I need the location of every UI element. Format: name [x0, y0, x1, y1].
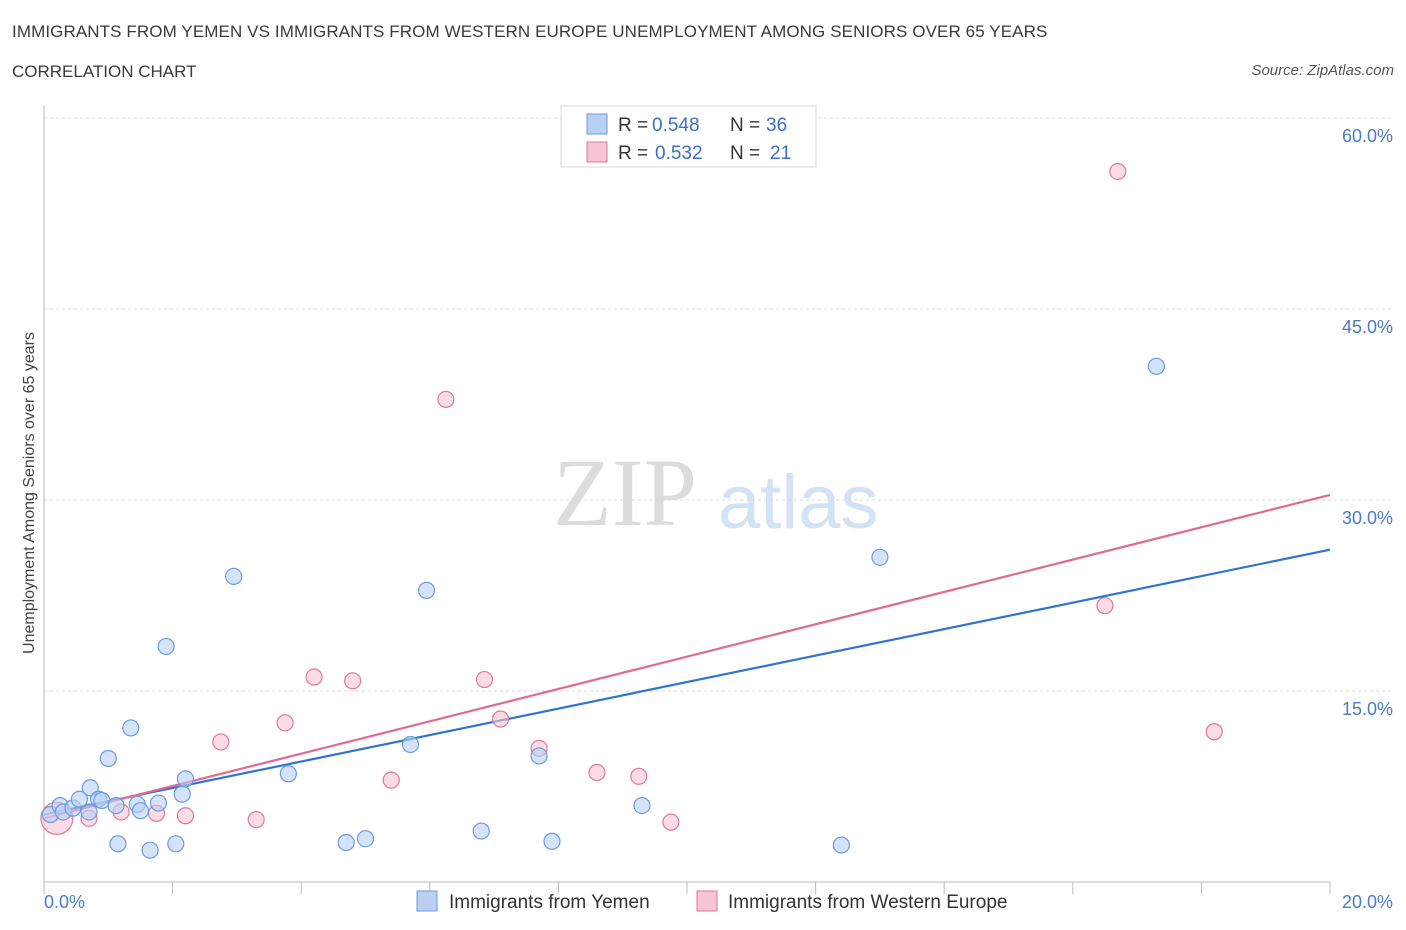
point-western-europe [247, 811, 265, 829]
point-yemen [99, 749, 117, 768]
point-yemen [107, 796, 125, 815]
point-western-europe [437, 390, 455, 409]
legend-r-label-western-europe: R = [618, 143, 648, 164]
point-yemen [356, 830, 375, 848]
series-legend: Immigrants from Yemen Immigrants from We… [416, 890, 1007, 913]
point-yemen [401, 735, 420, 754]
point-western-europe [630, 767, 648, 785]
point-western-europe [475, 670, 494, 689]
point-western-europe [305, 668, 323, 686]
watermark-atlas: atlas [718, 460, 879, 545]
point-western-europe [1205, 723, 1223, 741]
point-yemen [633, 796, 651, 815]
point-yemen [157, 637, 175, 656]
chart-subtitle: CORRELATION CHART [12, 62, 197, 81]
point-yemen [871, 548, 889, 566]
trend-line-western-europe [43, 493, 1331, 820]
point-yemen [70, 790, 88, 808]
point-western-europe [588, 763, 606, 782]
point-yemen [141, 841, 159, 859]
y-tick-label: 30.0% [1342, 508, 1393, 528]
y-tick-label: 60.0% [1342, 126, 1393, 146]
point-western-europe [176, 807, 195, 825]
bottom-legend-label-yemen: Immigrants from Yemen [449, 892, 650, 913]
correlation-legend: R = 0.548 N = 36 R = 0.532 N = 21 [560, 105, 817, 168]
legend-r-label-yemen: R = [618, 115, 648, 136]
point-yemen [1147, 357, 1165, 375]
legend-r-value-yemen: 0.548 [652, 115, 700, 136]
point-western-europe [1109, 162, 1127, 181]
point-yemen [173, 785, 191, 803]
point-western-europe [382, 771, 400, 789]
legend-swatch-yemen [586, 113, 608, 135]
point-western-europe [491, 710, 510, 728]
x-tick-label-max: 20.0% [1342, 892, 1393, 912]
chart-title: IMMIGRANTS FROM YEMEN VS IMMIGRANTS FROM… [12, 22, 1048, 41]
bottom-legend-swatch-yemen [416, 890, 438, 912]
bottom-legend-swatch-western-europe [696, 890, 718, 912]
point-western-europe [1096, 597, 1114, 615]
point-yemen [530, 747, 548, 765]
point-yemen [167, 835, 185, 853]
bottom-legend-label-western-europe: Immigrants from Western Europe [728, 892, 1007, 913]
point-western-europe [662, 813, 680, 831]
point-yemen [472, 822, 490, 840]
trend-line-yemen [43, 548, 1331, 816]
point-yemen [543, 832, 561, 850]
point-yemen [176, 770, 195, 788]
point-yemen [225, 567, 243, 586]
point-yemen [109, 835, 127, 853]
x-ticks [43, 882, 1331, 894]
y-tick-label: 45.0% [1342, 317, 1393, 337]
point-yemen [337, 833, 355, 852]
legend-n-value-yemen: 36 [766, 115, 787, 136]
point-yemen [417, 581, 436, 600]
point-yemen [122, 719, 140, 737]
point-yemen [832, 836, 850, 854]
y-tick-labels: 15.0% 30.0% 45.0% 60.0% [1342, 126, 1393, 719]
y-tick-label: 15.0% [1342, 699, 1393, 719]
point-yemen [149, 794, 168, 812]
legend-n-label-yemen: N = [730, 115, 760, 136]
point-yemen [279, 765, 297, 783]
point-western-europe [344, 672, 362, 690]
data-points [40, 162, 1223, 859]
point-yemen [81, 779, 99, 797]
chart-source: Source: ZipAtlas.com [1251, 62, 1394, 79]
x-tick-label-min: 0.0% [44, 892, 85, 912]
point-western-europe [276, 714, 294, 732]
legend-n-value-western-europe: 21 [770, 143, 791, 164]
point-yemen [80, 803, 98, 821]
y-axis-label: Unemployment Among Seniors over 65 years [21, 332, 38, 654]
legend-r-value-western-europe: 0.532 [655, 143, 703, 164]
point-yemen [131, 802, 150, 820]
trend-lines [43, 493, 1331, 820]
gridlines [44, 117, 1393, 692]
point-western-europe [212, 733, 230, 751]
legend-swatch-western-europe [586, 141, 608, 163]
watermark-zip: ZIP [553, 439, 697, 546]
legend-n-label-western-europe: N = [730, 143, 760, 164]
